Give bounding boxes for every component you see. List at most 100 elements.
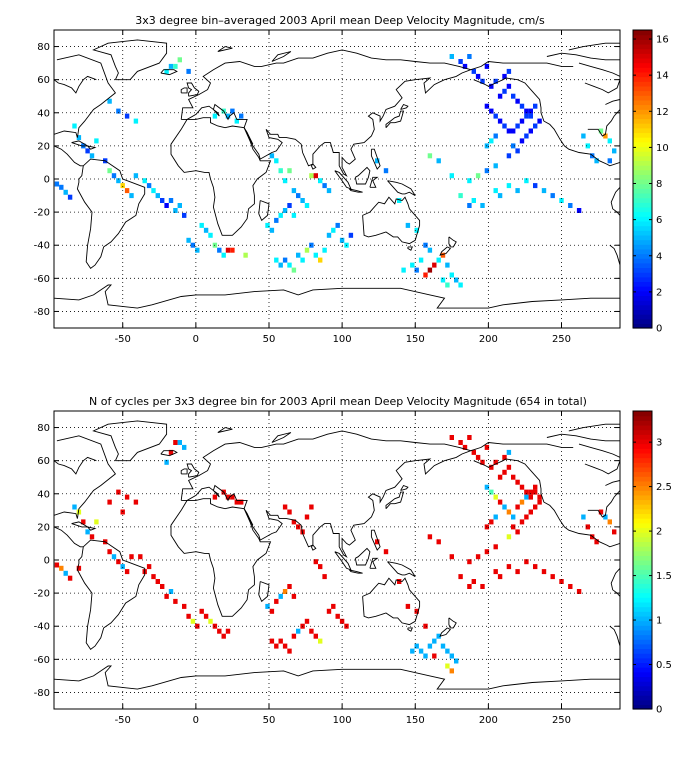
colorbar-segment [633, 550, 652, 556]
data-bin [203, 613, 209, 619]
data-bin [528, 509, 533, 515]
coastline [609, 625, 620, 647]
x-tick-label: -50 [115, 334, 131, 345]
colorbar-segment [633, 258, 652, 264]
data-bin [111, 554, 117, 560]
coastline [400, 103, 409, 110]
data-bin [405, 222, 411, 228]
colorbar-segment [633, 188, 652, 194]
data-bin [217, 247, 222, 253]
y-tick-label: 40 [37, 489, 50, 500]
colorbar-segment [633, 415, 652, 421]
colorbar-segment [633, 151, 652, 157]
data-bin [458, 574, 463, 580]
data-bin [432, 638, 437, 644]
colorbar-tick-label: 2.5 [656, 482, 672, 493]
coastline [54, 665, 620, 690]
data-bin [519, 499, 525, 505]
coastline [92, 420, 168, 462]
data-bin [63, 189, 68, 195]
colorbar-tick-label: 1 [656, 616, 662, 627]
data-bin [467, 54, 472, 59]
chart-title: N of cycles per 3x3 degree bin for 2003 … [89, 395, 587, 408]
data-bin [116, 178, 121, 184]
y-tick-label: 60 [37, 75, 50, 86]
data-bin [598, 128, 604, 134]
colorbar-segment [633, 704, 652, 710]
data-bin [168, 198, 174, 203]
colorbar-segment [633, 71, 652, 78]
x-tick-label: 150 [406, 715, 425, 726]
data-bin [449, 435, 454, 440]
data-bin [375, 539, 380, 545]
data-bin [383, 168, 389, 174]
colorbar-segment [633, 244, 652, 250]
data-bin [107, 549, 112, 555]
data-bin [506, 153, 512, 159]
data-bin [515, 529, 520, 535]
data-bin [287, 509, 292, 515]
data-bin [287, 584, 292, 589]
data-bin [124, 188, 130, 194]
data-bin [484, 549, 490, 555]
data-bin [480, 584, 485, 589]
grid [54, 30, 620, 328]
data-bin [493, 514, 498, 520]
colorbar-segment [633, 179, 652, 185]
data-bin [230, 494, 235, 500]
data-bin [291, 267, 297, 273]
data-bin [519, 138, 525, 144]
colorbar-segment [633, 304, 652, 310]
data-bin [269, 227, 275, 233]
y-tick-label: -80 [34, 688, 50, 699]
coastline [439, 627, 452, 637]
coastline [354, 547, 371, 566]
data-bin [475, 173, 481, 179]
data-bin [480, 78, 485, 84]
colorbar-segment [633, 438, 652, 445]
data-bin [72, 504, 77, 510]
data-bin [484, 444, 490, 450]
colorbar-frame [632, 410, 653, 710]
data-bin [318, 257, 323, 263]
data-bin [182, 603, 187, 609]
data-bin [502, 469, 507, 475]
data-bin [120, 564, 125, 570]
data-bin [116, 489, 121, 495]
data-bin [550, 193, 555, 199]
coastline [76, 539, 146, 651]
colorbar-segment [633, 615, 652, 622]
coastlines [54, 39, 620, 309]
data-bin [116, 108, 121, 114]
data-bin [524, 489, 529, 495]
coastline [385, 110, 405, 128]
coastline [186, 82, 200, 97]
data-bin [291, 212, 297, 218]
data-bin [607, 138, 612, 144]
data-bin [291, 188, 297, 194]
colorbar-segment [633, 81, 652, 87]
data-bin [107, 168, 112, 174]
data-bin [524, 113, 529, 119]
data-bin [462, 63, 468, 69]
colorbar-segment [633, 536, 652, 542]
data-bin [309, 628, 314, 634]
data-bin [269, 153, 275, 159]
data-bin [133, 499, 139, 505]
data-bin [208, 232, 213, 238]
panel-cycle-count: -50 0 50 100 150 200 250806040200-20-40-60-800… [34, 395, 672, 726]
data-bin [225, 247, 231, 253]
data-bin [484, 103, 490, 109]
colorbar-segment [633, 206, 652, 213]
data-bin [177, 57, 182, 63]
data-bin [449, 668, 454, 674]
data-bin [124, 113, 130, 119]
data-bin [493, 544, 498, 550]
data-bin [67, 194, 73, 200]
data-bin [550, 574, 555, 580]
data-bin [76, 565, 82, 571]
coastline [387, 180, 416, 196]
data-bin [524, 514, 529, 520]
data-bin [173, 63, 178, 69]
